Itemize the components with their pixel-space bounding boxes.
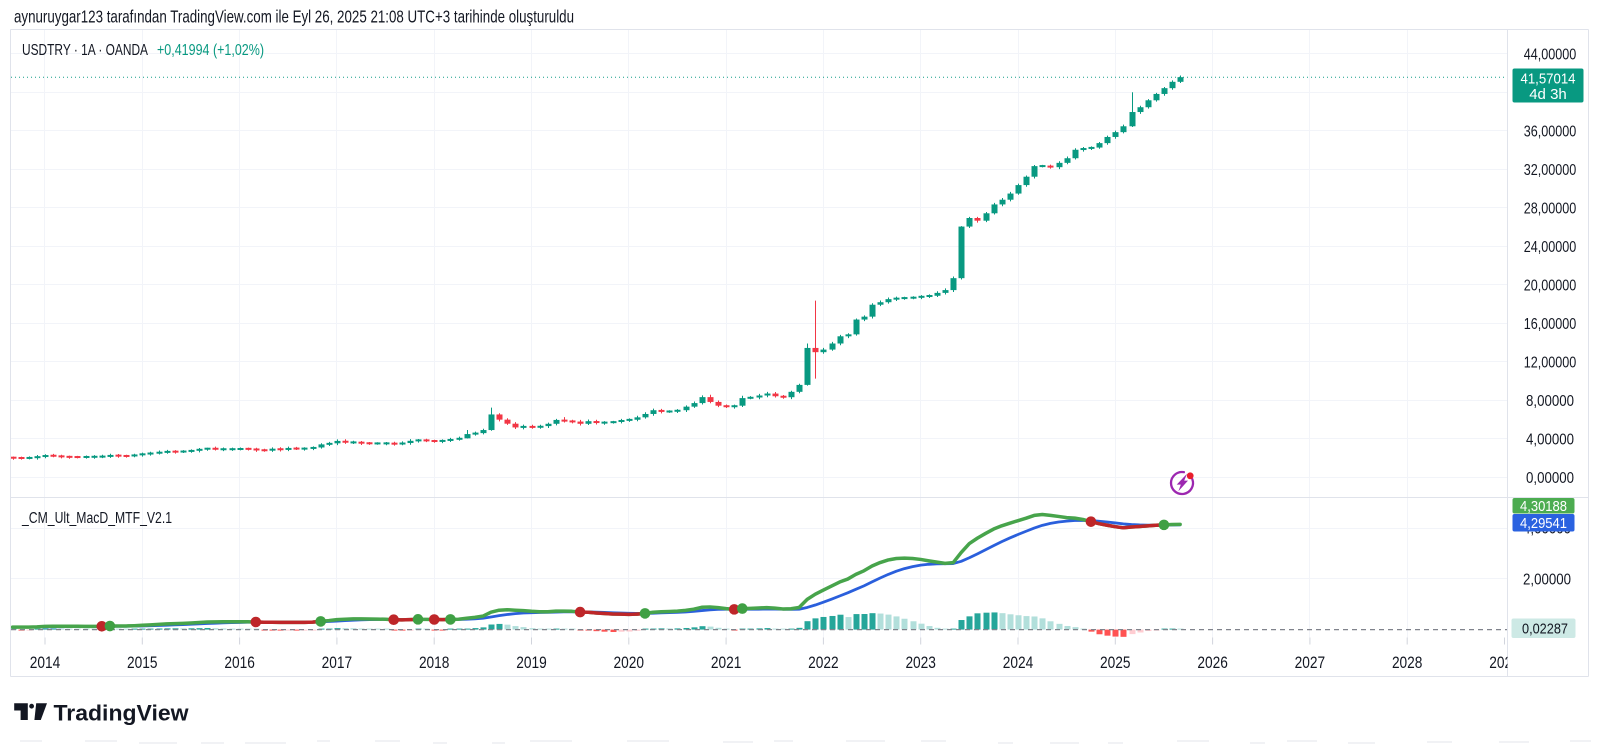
svg-text:20,00000: 20,00000 bbox=[1524, 277, 1577, 294]
svg-text:2016: 2016 bbox=[224, 654, 255, 672]
svg-text:2018: 2018 bbox=[419, 654, 450, 672]
svg-text:2024: 2024 bbox=[1003, 654, 1034, 672]
svg-text:2015: 2015 bbox=[127, 654, 158, 672]
svg-text:2019: 2019 bbox=[516, 654, 547, 672]
svg-text:2014: 2014 bbox=[30, 654, 61, 672]
svg-text:2022: 2022 bbox=[808, 654, 839, 672]
svg-text:4,30188: 4,30188 bbox=[1520, 498, 1567, 515]
svg-text:32,00000: 32,00000 bbox=[1524, 162, 1577, 179]
svg-text:2027: 2027 bbox=[1295, 654, 1326, 672]
svg-text:2023: 2023 bbox=[905, 654, 936, 672]
svg-text:8,00000: 8,00000 bbox=[1526, 393, 1574, 410]
svg-text:2028: 2028 bbox=[1392, 654, 1423, 672]
svg-text:41,57014: 41,57014 bbox=[1521, 71, 1576, 88]
svg-text:0,00000: 0,00000 bbox=[1526, 470, 1574, 487]
svg-text:4,29541: 4,29541 bbox=[1520, 515, 1567, 532]
svg-text:44,00000: 44,00000 bbox=[1524, 46, 1577, 63]
svg-text:2020: 2020 bbox=[614, 654, 645, 672]
svg-text:2026: 2026 bbox=[1197, 654, 1228, 672]
svg-text:2021: 2021 bbox=[711, 654, 742, 672]
svg-text:2017: 2017 bbox=[322, 654, 353, 672]
svg-text:2,00000: 2,00000 bbox=[1523, 571, 1571, 588]
svg-text:4d 3h: 4d 3h bbox=[1529, 86, 1567, 103]
svg-text:2025: 2025 bbox=[1100, 654, 1131, 672]
svg-text:USDTRY · 1A · OANDA: USDTRY · 1A · OANDA bbox=[22, 42, 148, 59]
svg-text:28,00000: 28,00000 bbox=[1524, 200, 1577, 217]
svg-text:0,02287: 0,02287 bbox=[1522, 621, 1568, 638]
svg-text:_CM_Ult_MacD_MTF_V2.1: _CM_Ult_MacD_MTF_V2.1 bbox=[21, 510, 172, 527]
svg-text:12,00000: 12,00000 bbox=[1524, 354, 1577, 371]
svg-text:TradingView: TradingView bbox=[54, 701, 190, 726]
svg-text:16,00000: 16,00000 bbox=[1524, 316, 1577, 333]
svg-text:24,00000: 24,00000 bbox=[1524, 239, 1577, 256]
svg-text:36,00000: 36,00000 bbox=[1524, 123, 1577, 140]
svg-text:2029: 2029 bbox=[1489, 654, 1520, 672]
svg-text:+0,41994 (+1,02%): +0,41994 (+1,02%) bbox=[157, 42, 264, 59]
svg-text:aynuruygar123 tarafından Tradi: aynuruygar123 tarafından TradingView.com… bbox=[14, 7, 574, 27]
svg-text:4,00000: 4,00000 bbox=[1526, 431, 1574, 448]
